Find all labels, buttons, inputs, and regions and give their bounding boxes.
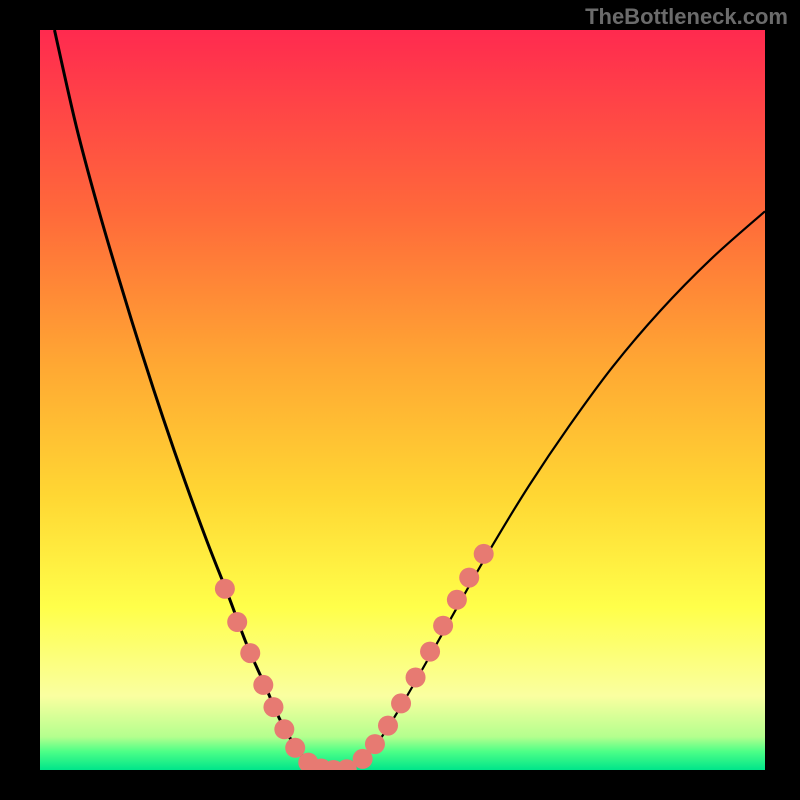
marker-dot: [459, 568, 479, 588]
chart-svg: [40, 30, 765, 770]
marker-dot: [420, 642, 440, 662]
chart-plot-area: [40, 30, 765, 770]
marker-dot: [378, 716, 398, 736]
marker-group: [215, 544, 494, 770]
marker-dot: [227, 612, 247, 632]
marker-dot: [433, 616, 453, 636]
marker-dot: [215, 579, 235, 599]
marker-dot: [365, 734, 385, 754]
marker-dot: [274, 719, 294, 739]
marker-dot: [391, 693, 411, 713]
watermark-text: TheBottleneck.com: [585, 4, 788, 30]
marker-dot: [253, 675, 273, 695]
marker-dot: [406, 668, 426, 688]
marker-dot: [240, 643, 260, 663]
marker-dot: [474, 544, 494, 564]
marker-dot: [263, 697, 283, 717]
marker-dot: [447, 590, 467, 610]
curve-left-branch: [55, 30, 320, 769]
